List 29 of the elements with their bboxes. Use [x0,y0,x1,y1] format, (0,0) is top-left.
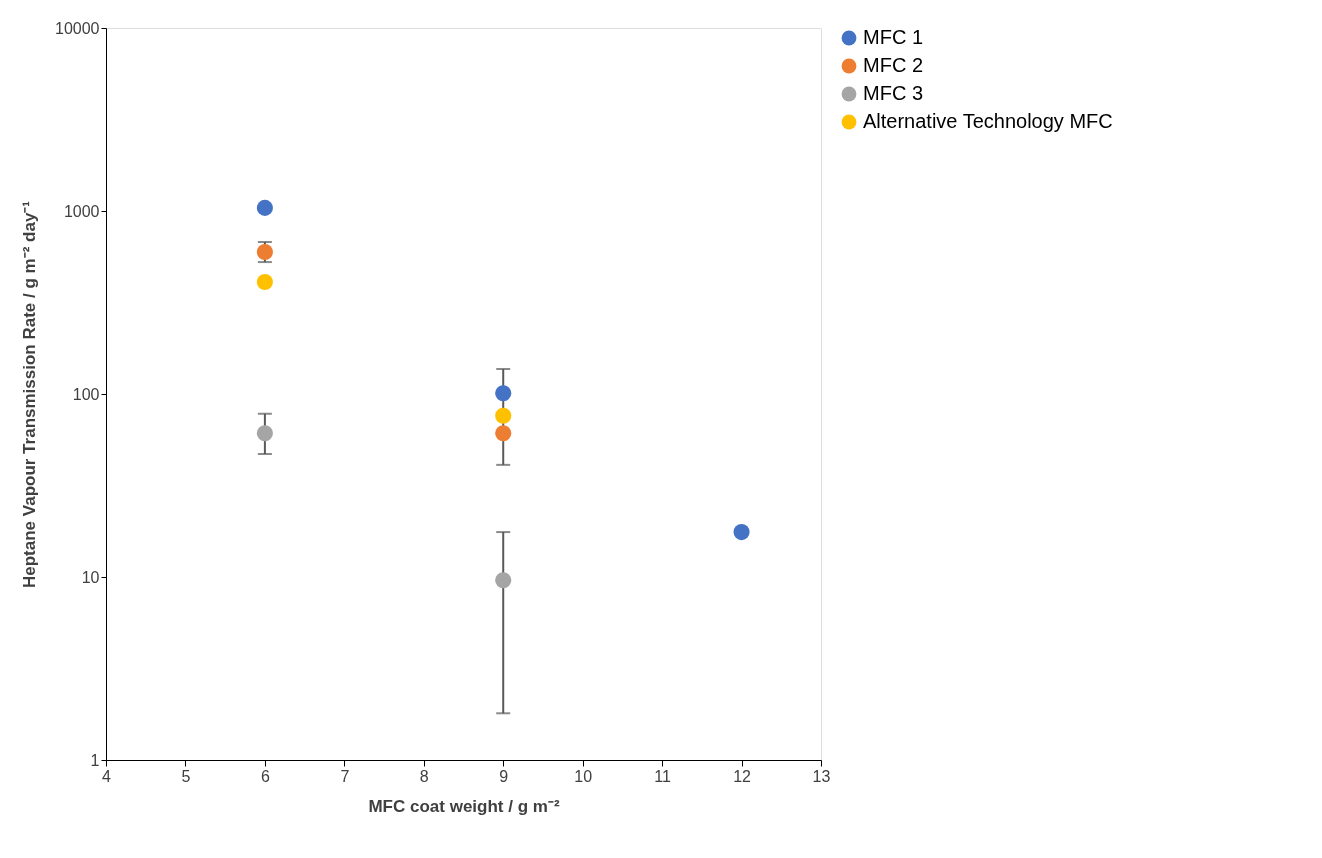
point [495,385,512,402]
x-tick-label: 5 [181,767,191,785]
y-tick-label: 1000 [63,202,100,220]
point [495,407,512,424]
point [256,199,273,216]
x-tick-label: 10 [574,767,593,785]
x-tick-label: 7 [340,767,350,785]
x-tick-label: 8 [419,767,429,785]
x-tick-label: 9 [499,767,509,785]
legend-label: MFC 3 [863,82,923,104]
point [256,425,273,442]
point [495,572,512,589]
legend-label: Alternative Technology MFC [863,110,1113,132]
y-tick-label: 100 [72,385,100,403]
y-axis-title: Heptane Vapour Transmission Rate / g m⁻² day⁻¹ [20,200,40,589]
x-tick-label: 12 [733,767,752,785]
y-tick-label: 1 [90,751,100,769]
legend-label: MFC 2 [863,54,923,76]
point [256,274,273,291]
x-tick-label: 4 [102,767,112,785]
y-tick-label: 10000 [55,19,100,37]
point [733,524,750,541]
x-axis-title: MFC coat weight / g m⁻² [368,796,560,816]
point [495,425,512,442]
y-tick-label: 10 [81,568,100,586]
x-tick-label: 11 [654,767,672,785]
x-tick-label: 13 [812,767,831,785]
legend-label: MFC 1 [863,26,923,48]
x-tick-label: 6 [260,767,270,785]
